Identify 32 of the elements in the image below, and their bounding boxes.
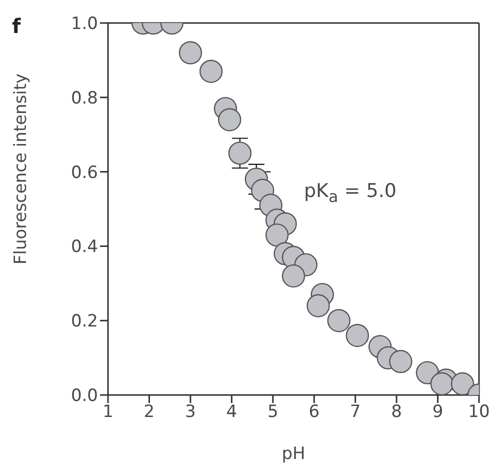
point [450, 372, 474, 395]
point [346, 324, 369, 348]
point [282, 264, 306, 288]
point [228, 142, 252, 165]
x-tick-label: 5 [267, 402, 278, 422]
point [389, 350, 412, 374]
point [178, 41, 202, 64]
x-tick-label: 9 [432, 402, 444, 422]
y-tick-label: 0.8 [70, 88, 98, 108]
x-tick-label: 7 [350, 402, 361, 422]
y-tick-label: 0.6 [70, 162, 98, 183]
y-axis-title: Fluorescence intensity [11, 73, 31, 265]
x-tick-label: 1 [102, 402, 114, 422]
x-axis-title: pH [282, 444, 306, 464]
point [430, 372, 454, 395]
point [218, 108, 242, 132]
x-tick-label: 10 [468, 402, 490, 422]
chart-title: f [12, 14, 21, 38]
x-tick-label: 6 [308, 402, 320, 422]
point [265, 223, 289, 247]
y-tick-label: 0.4 [70, 237, 98, 258]
point [327, 309, 350, 332]
y-tick-label: 0.0 [70, 386, 98, 406]
annotation: pK$_{a}$ = 5.0 [304, 180, 396, 206]
x-tick-label: 8 [391, 402, 402, 422]
x-tick-label: 3 [185, 402, 196, 422]
point [306, 294, 330, 318]
x-tick-label: 2 [144, 402, 155, 422]
y-tick-label: 1.0 [70, 14, 98, 34]
x-tick-label: 4 [226, 402, 238, 422]
point [199, 60, 223, 83]
y-tick-label: 0.2 [70, 312, 98, 332]
